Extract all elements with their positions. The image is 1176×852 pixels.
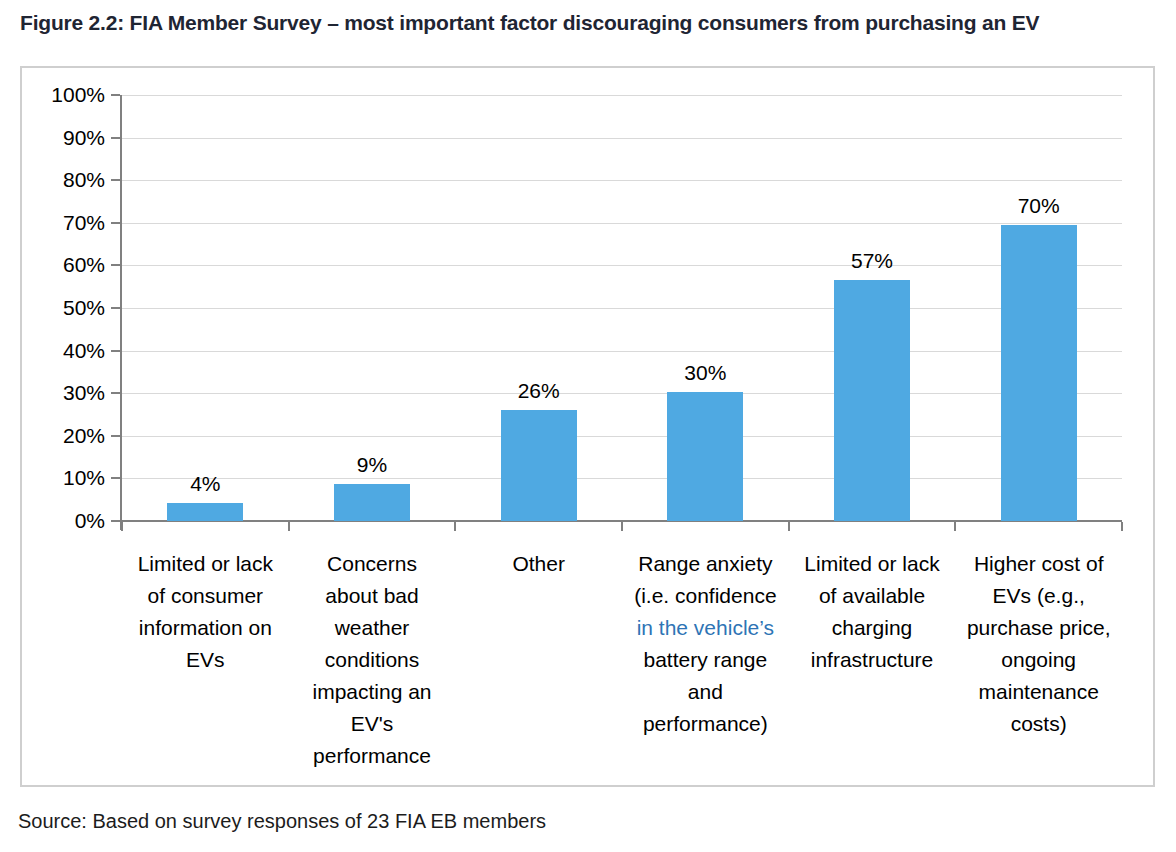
bar bbox=[167, 503, 243, 521]
category-label: Range anxiety(i.e. confidencein the vehi… bbox=[622, 548, 789, 772]
bar-value-label: 57% bbox=[789, 249, 956, 273]
y-axis-tick bbox=[111, 264, 120, 266]
category-label-line: impacting an bbox=[289, 676, 456, 708]
y-tick-label: 10% bbox=[15, 466, 105, 490]
y-tick-label: 100% bbox=[15, 83, 105, 107]
bar-value-label: 9% bbox=[289, 453, 456, 477]
category-label-line: performance bbox=[289, 740, 456, 772]
y-tick-label: 40% bbox=[15, 339, 105, 363]
y-axis-tick bbox=[111, 222, 120, 224]
y-axis-tick bbox=[111, 435, 120, 437]
figure-title: Figure 2.2: FIA Member Survey – most imp… bbox=[20, 11, 1039, 35]
y-axis-tick bbox=[111, 307, 120, 309]
bar bbox=[1001, 225, 1077, 521]
category-label-line: Limited or lack bbox=[122, 548, 289, 580]
bar-column: 9% bbox=[289, 95, 456, 521]
category-label-line: (i.e. confidence bbox=[622, 580, 789, 612]
plot-area: 0%10%20%30%40%50%60%70%80%90%100%4%9%26%… bbox=[122, 95, 1122, 521]
category-label-line: weather bbox=[289, 612, 456, 644]
x-axis-tick bbox=[121, 522, 123, 531]
bar bbox=[334, 484, 410, 521]
category-label-line: in the vehicle’s bbox=[622, 612, 789, 644]
bar-column: 26% bbox=[455, 95, 622, 521]
category-label: Limited or lackof availablecharginginfra… bbox=[789, 548, 956, 772]
category-label-line: costs) bbox=[955, 708, 1122, 740]
category-label-line: infrastructure bbox=[789, 644, 956, 676]
category-label-line: Other bbox=[455, 548, 622, 580]
category-label-line: charging bbox=[789, 612, 956, 644]
category-label-line: about bad bbox=[289, 580, 456, 612]
bar-value-label: 30% bbox=[622, 361, 789, 385]
y-tick-label: 30% bbox=[15, 381, 105, 405]
y-tick-label: 60% bbox=[15, 253, 105, 277]
y-axis-tick bbox=[111, 350, 120, 352]
bar-value-label: 70% bbox=[955, 194, 1122, 218]
category-label: Limited or lackof consumerinformation on… bbox=[122, 548, 289, 772]
y-axis-tick bbox=[111, 137, 120, 139]
category-label-line: Higher cost of bbox=[955, 548, 1122, 580]
category-label-line: and bbox=[622, 676, 789, 708]
bar-value-label: 4% bbox=[122, 472, 289, 496]
bar-value-label: 26% bbox=[455, 379, 622, 403]
category-label-line: Limited or lack bbox=[789, 548, 956, 580]
category-label: Concernsabout badweatherconditionsimpact… bbox=[289, 548, 456, 772]
x-axis-tick bbox=[954, 522, 956, 531]
figure-page: Figure 2.2: FIA Member Survey – most imp… bbox=[0, 0, 1176, 852]
y-axis-tick bbox=[111, 179, 120, 181]
bar bbox=[667, 392, 743, 522]
y-tick-label: 50% bbox=[15, 296, 105, 320]
category-label: Other bbox=[455, 548, 622, 772]
chart-frame: 0%10%20%30%40%50%60%70%80%90%100%4%9%26%… bbox=[20, 66, 1155, 787]
category-label-line: purchase price, bbox=[955, 612, 1122, 644]
x-axis-tick bbox=[288, 522, 290, 531]
category-label-line: performance) bbox=[622, 708, 789, 740]
category-label-line: Range anxiety bbox=[622, 548, 789, 580]
x-axis-tick bbox=[788, 522, 790, 531]
y-tick-label: 90% bbox=[15, 126, 105, 150]
category-label-line: Concerns bbox=[289, 548, 456, 580]
x-axis-tick bbox=[621, 522, 623, 531]
category-label-line: conditions bbox=[289, 644, 456, 676]
bar-column: 30% bbox=[622, 95, 789, 521]
x-axis-tick bbox=[454, 522, 456, 531]
y-tick-label: 70% bbox=[15, 211, 105, 235]
y-axis-tick bbox=[111, 392, 120, 394]
category-label-line: EV's bbox=[289, 708, 456, 740]
category-label-line: maintenance bbox=[955, 676, 1122, 708]
bar bbox=[834, 280, 910, 521]
category-label-line: information on bbox=[122, 612, 289, 644]
category-label-line: of consumer bbox=[122, 580, 289, 612]
bar-column: 4% bbox=[122, 95, 289, 521]
y-tick-label: 80% bbox=[15, 168, 105, 192]
y-tick-label: 0% bbox=[15, 509, 105, 533]
bar-column: 57% bbox=[789, 95, 956, 521]
y-axis-tick bbox=[111, 477, 120, 479]
category-label-line: EVs (e.g., bbox=[955, 580, 1122, 612]
y-axis-tick bbox=[111, 94, 120, 96]
category-axis-labels: Limited or lackof consumerinformation on… bbox=[122, 548, 1122, 772]
x-axis-tick bbox=[1121, 522, 1123, 531]
bar-column: 70% bbox=[955, 95, 1122, 521]
bar bbox=[501, 410, 577, 521]
category-label-line: of available bbox=[789, 580, 956, 612]
source-note: Source: Based on survey responses of 23 … bbox=[18, 810, 546, 833]
y-axis-tick bbox=[111, 520, 120, 522]
category-label-line: EVs bbox=[122, 644, 289, 676]
category-label: Higher cost ofEVs (e.g.,purchase price,o… bbox=[955, 548, 1122, 772]
category-label-line: ongoing bbox=[955, 644, 1122, 676]
category-label-line: battery range bbox=[622, 644, 789, 676]
y-tick-label: 20% bbox=[15, 424, 105, 448]
